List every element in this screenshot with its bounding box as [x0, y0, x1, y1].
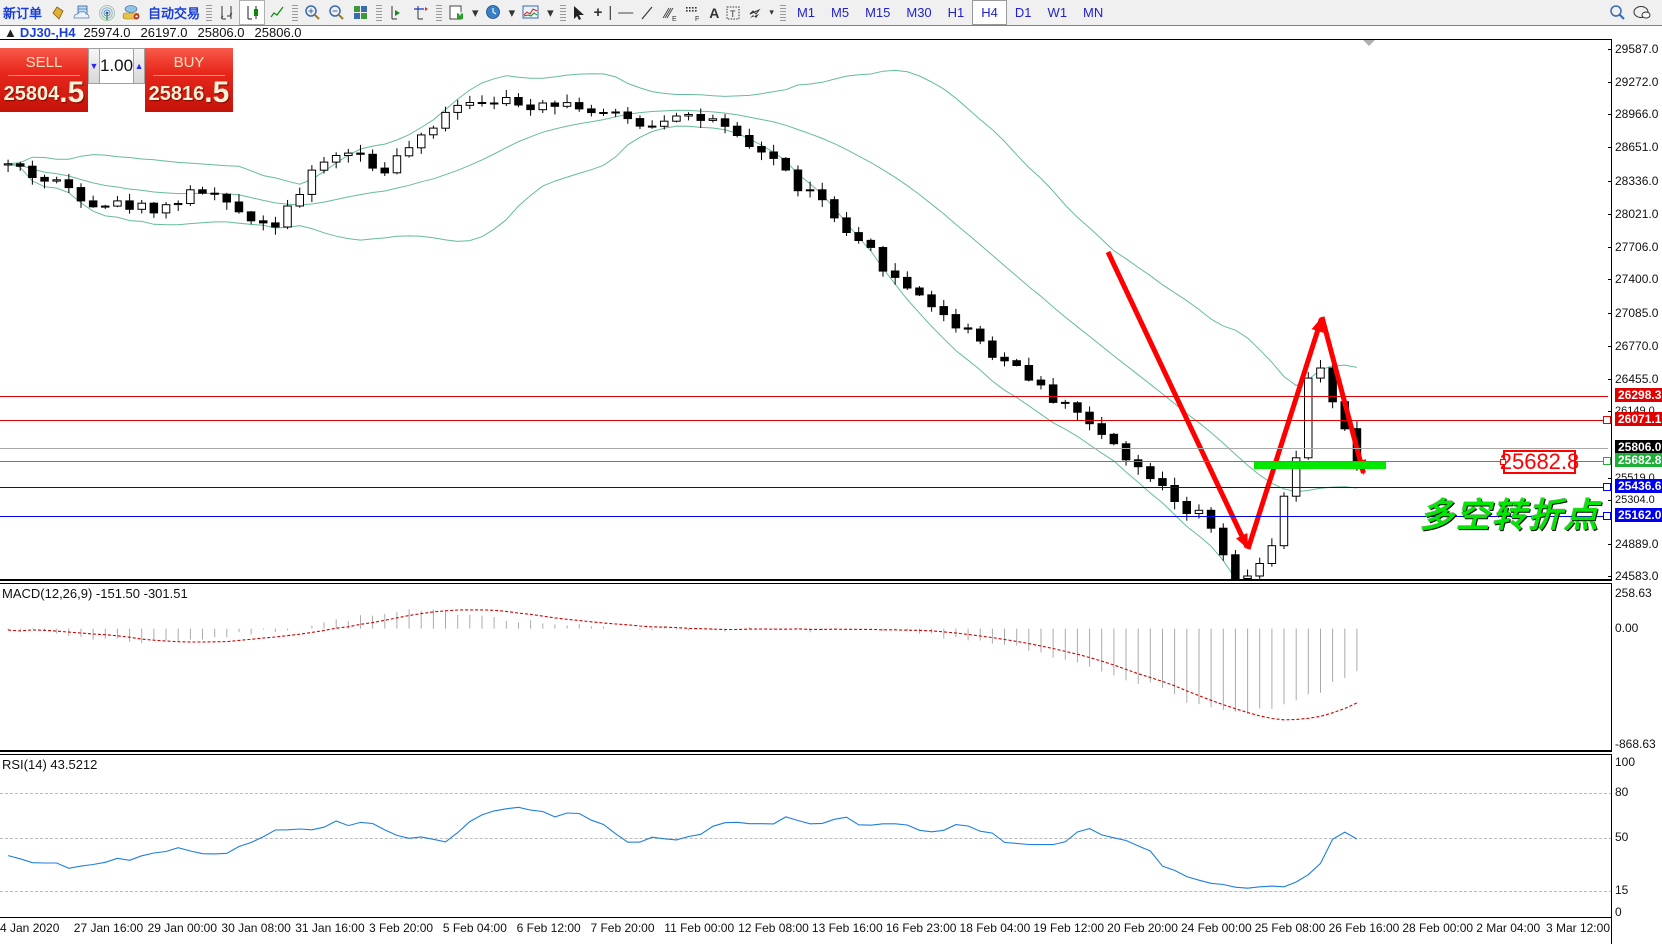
svg-text:F: F: [695, 16, 699, 21]
svg-text:E: E: [672, 16, 677, 21]
svg-text:T: T: [730, 9, 736, 19]
